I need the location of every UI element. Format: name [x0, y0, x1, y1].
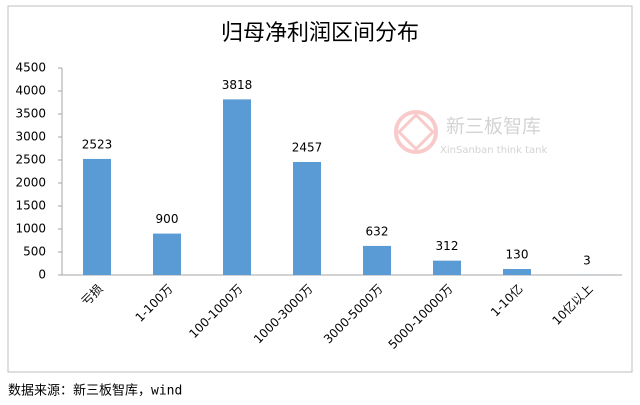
- bar: [433, 260, 461, 275]
- y-tick-label: 3000: [15, 130, 46, 144]
- y-tick-label: 500: [23, 245, 46, 259]
- y-tick-label: 2500: [15, 153, 46, 167]
- watermark-logo: [396, 112, 436, 152]
- data-label: 312: [436, 239, 459, 253]
- data-label: 900: [156, 212, 179, 226]
- data-label: 130: [506, 248, 529, 262]
- source-note: 数据来源：新三板智库，wind: [8, 383, 182, 399]
- bar: [363, 245, 391, 275]
- y-tick-label: 1500: [15, 199, 46, 213]
- y-tick-label: 1000: [15, 222, 46, 236]
- watermark-subtitle: XinSanban think tank: [440, 145, 548, 156]
- bar: [153, 233, 181, 275]
- y-tick-label: 3500: [15, 107, 46, 121]
- y-tick-label: 4500: [15, 61, 46, 75]
- bar: [223, 99, 251, 275]
- data-label: 2523: [82, 137, 113, 151]
- chart-title: 归母净利润区间分布: [221, 21, 419, 46]
- bar: [293, 161, 321, 275]
- y-tick-label: 0: [38, 268, 46, 282]
- bar: [503, 269, 531, 275]
- y-tick-label: 2000: [15, 176, 46, 190]
- data-label: 3: [583, 253, 591, 267]
- watermark-title: 新三板智库: [446, 116, 541, 138]
- bar: [83, 158, 111, 275]
- watermark-logo: [394, 110, 438, 154]
- y-tick-label: 4000: [15, 84, 46, 98]
- watermark: 新三板智库 XinSanban think tank: [394, 110, 548, 156]
- data-label: 3818: [222, 78, 253, 92]
- data-label: 2457: [292, 140, 323, 154]
- data-label: 632: [366, 224, 389, 238]
